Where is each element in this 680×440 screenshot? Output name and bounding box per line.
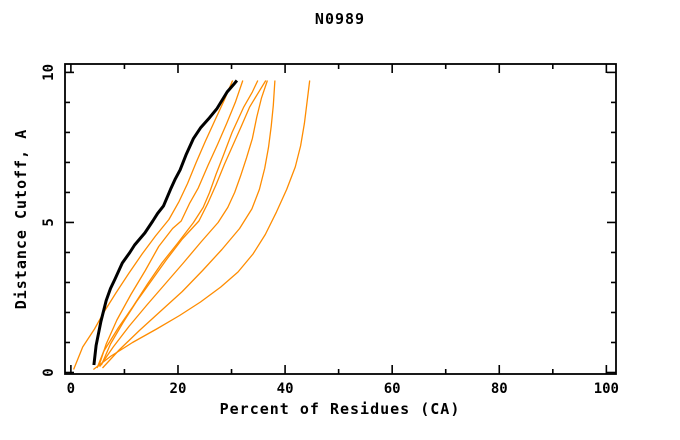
x-tick-label: 20	[170, 381, 187, 397]
series-orange-model-2	[98, 80, 244, 367]
series-orange-model-7	[93, 80, 311, 371]
series-orange-model-5	[99, 80, 269, 367]
series-black-reference-curve	[92, 79, 239, 366]
x-tick-label: 60	[384, 381, 401, 397]
x-tick-label: 80	[491, 381, 508, 397]
series-orange-model-3	[96, 80, 259, 369]
y-tick-label: 0	[41, 368, 57, 376]
plot-frame	[64, 63, 617, 375]
y-axis-label: Distance Cutoff, A	[12, 129, 30, 310]
chart-title: N0989	[315, 10, 365, 28]
x-tick-label: 40	[277, 381, 294, 397]
x-tick-label: 0	[67, 381, 75, 397]
x-axis-label: Percent of Residues (CA)	[220, 400, 461, 418]
y-tick-label: 10	[41, 64, 57, 81]
series-orange-model-1	[72, 80, 234, 370]
series-orange-model-6	[102, 80, 276, 369]
y-tick-label: 5	[41, 218, 57, 226]
series-orange-model-4	[100, 80, 267, 366]
x-tick-label: 100	[594, 381, 619, 397]
